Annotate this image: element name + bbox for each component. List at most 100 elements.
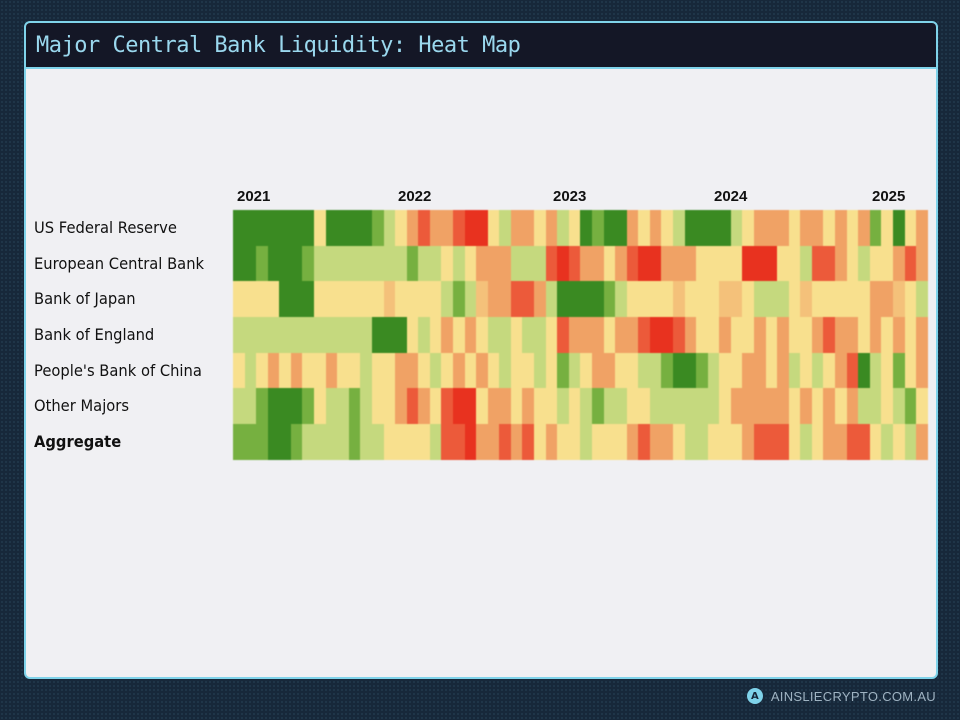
heatmap-cell [429, 388, 442, 425]
heatmap-cell [591, 210, 604, 246]
heatmap-cell [672, 424, 685, 460]
heatmap-cell [487, 281, 500, 318]
heatmap-cell [869, 388, 882, 425]
heatmap-cell [615, 281, 627, 318]
row-label: US Federal Reserve [34, 218, 177, 237]
heatmap-cell [314, 281, 326, 318]
heatmap-cell [777, 352, 789, 389]
heatmap-cell [730, 352, 743, 389]
heatmap-cell [256, 317, 268, 353]
heatmap-cell [244, 388, 257, 425]
heatmap-cell [858, 245, 870, 282]
heatmap-cell [510, 352, 523, 389]
heatmap-cell [754, 424, 766, 460]
heatmap-cell [452, 245, 465, 282]
heatmap-cell [742, 352, 755, 389]
heatmap-cell [719, 245, 731, 282]
heatmap-cell [279, 281, 291, 318]
heatmap-cell [348, 245, 361, 282]
heatmap-cell [835, 424, 847, 460]
heatmap-cell [916, 317, 928, 353]
heatmap-cell [348, 210, 361, 246]
heatmap-cell [754, 388, 766, 425]
heatmap-cell [800, 388, 812, 425]
heatmap-cell [649, 352, 662, 389]
heatmap-cell [858, 424, 870, 460]
row-label: Aggregate [34, 432, 122, 452]
heatmap-cell [788, 245, 801, 282]
heatmap-cell [522, 245, 535, 282]
heatmap-cell [406, 210, 419, 246]
heatmap-cell [325, 281, 338, 318]
heatmap-cell [487, 210, 500, 246]
heatmap-cell [626, 210, 639, 246]
heatmap-cell [603, 352, 616, 389]
heatmap-cell [383, 388, 396, 425]
heatmap-cell [487, 352, 500, 389]
heatmap-cell [429, 210, 442, 246]
heatmap-cell [348, 281, 361, 318]
heatmap-cell [777, 245, 789, 282]
heatmap-cell [418, 281, 430, 318]
heatmap-cell [395, 245, 407, 282]
heatmap-cell [406, 388, 419, 425]
heatmap-cell [557, 281, 569, 318]
heatmap-cell [892, 388, 905, 425]
heatmap-cell [244, 424, 257, 460]
heatmap-cell [904, 281, 917, 318]
heatmap-cell [858, 210, 870, 246]
row-label: People's Bank of China [34, 360, 202, 380]
heatmap-cell [742, 424, 755, 460]
heatmap-cell [846, 281, 859, 318]
heatmap-cell [452, 352, 465, 389]
heatmap-cell [707, 352, 720, 389]
x-tick-label: 2025 [872, 188, 906, 205]
heatmap-cell [441, 281, 453, 318]
heatmap-cell [395, 210, 407, 246]
heatmap-cell [580, 352, 592, 389]
heatmap-cell [464, 424, 477, 460]
heatmap-cell [730, 424, 743, 460]
heatmap-cell [557, 245, 569, 282]
heatmap-cell [279, 352, 291, 389]
heatmap-cell [777, 424, 789, 460]
heatmap-cell [395, 388, 407, 425]
heatmap-cell [418, 424, 430, 460]
heatmap-cell [707, 210, 720, 246]
heatmap-cell [464, 281, 477, 318]
heatmap-cell [811, 317, 824, 353]
heatmap-cell [823, 281, 836, 318]
heatmap-cell [499, 388, 511, 425]
heatmap-cell [256, 281, 268, 318]
heatmap-cell [892, 281, 905, 318]
heatmap-cell [684, 245, 697, 282]
heatmap-cell [869, 281, 882, 318]
heatmap-cell [649, 388, 662, 425]
heatmap-cell [510, 424, 523, 460]
heatmap-cell [279, 245, 291, 282]
heatmap-cell [557, 317, 569, 353]
heatmap-cell [904, 388, 917, 425]
heatmap-cell [441, 388, 453, 425]
heatmap-cell [672, 317, 685, 353]
heatmap-cell [557, 352, 569, 389]
heatmap-cell [233, 317, 245, 353]
heatmap-cell [881, 388, 893, 425]
heatmap-cell [406, 245, 419, 282]
heatmap-cell [534, 281, 546, 318]
heatmap-cell [661, 210, 673, 246]
heatmap-cell [777, 281, 789, 318]
heatmap-cell [835, 317, 847, 353]
heatmap-cell [325, 424, 338, 460]
heatmap-cell [476, 245, 488, 282]
heatmap-row [233, 281, 928, 318]
row-labels: US Federal Reserve European Central Bank… [34, 210, 219, 460]
heatmap-cell [557, 424, 569, 460]
heatmap-cell [360, 245, 372, 282]
row-label: European Central Bank [34, 253, 205, 273]
heatmap-cell [325, 317, 338, 353]
heatmap-cell [290, 388, 303, 425]
heatmap-cell [383, 281, 396, 318]
heatmap-cell [499, 245, 511, 282]
heatmap-cell [452, 210, 465, 246]
